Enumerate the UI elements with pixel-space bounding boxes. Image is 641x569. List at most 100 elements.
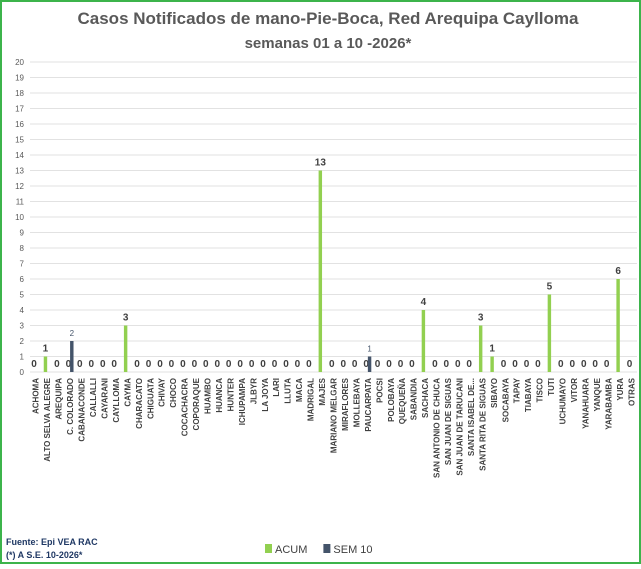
x-tick-label: TAPAY	[513, 377, 522, 403]
bar	[478, 325, 483, 372]
data-label: 0	[398, 359, 404, 370]
data-label: 0	[214, 359, 220, 370]
data-label: 0	[111, 359, 117, 370]
x-tick-label: CHIVAY	[158, 377, 167, 407]
data-label: 0	[169, 359, 175, 370]
data-label: 0	[352, 359, 358, 370]
data-label: 0	[249, 359, 255, 370]
x-tick-label: MOLLEBAYA	[352, 378, 361, 427]
y-tick-label: 16	[15, 120, 24, 129]
x-tick-label: SIBAYO	[490, 378, 499, 408]
x-tick-label: SOCABAYA	[501, 378, 510, 423]
data-label: 0	[192, 359, 198, 370]
y-tick-label: 19	[15, 74, 24, 83]
data-label: 0	[306, 359, 312, 370]
bar	[123, 325, 128, 372]
x-tick-label: HUNTER	[226, 378, 235, 412]
data-label: 0	[512, 359, 518, 370]
x-tick-label: ACHOMA	[32, 378, 41, 414]
data-label: 0	[375, 359, 381, 370]
data-label: 0	[203, 359, 209, 370]
x-tick-label: YURA	[616, 378, 625, 401]
x-tick-label: QUEQUEÑA	[398, 378, 407, 424]
data-label: 0	[226, 359, 232, 370]
data-label: 0	[627, 359, 633, 370]
data-label: 0	[157, 359, 163, 370]
bar	[421, 310, 426, 372]
y-tick-label: 11	[16, 198, 25, 207]
bar	[318, 170, 323, 372]
x-tick-label: SAN JUAN DE TARUCANI	[455, 378, 464, 476]
x-tick-label: CAYLLOMA	[112, 378, 121, 423]
y-tick-label: 18	[15, 89, 24, 98]
chart-title: Casos Notificados de mano-Pie-Boca, Red …	[78, 9, 580, 28]
data-label: 0	[260, 359, 266, 370]
data-label: 0	[466, 359, 472, 370]
x-tick-label: COCACHACRA	[181, 378, 190, 436]
y-tick-label: 5	[20, 291, 25, 300]
legend-label: ACUM	[275, 544, 307, 556]
x-tick-label: ALTO SELVA ALEGRE	[43, 377, 52, 461]
data-label: 0	[535, 359, 541, 370]
note: (*) A S.E. 10-2026*	[6, 550, 83, 560]
x-tick-label: YANAHUARA	[581, 378, 590, 429]
bar	[490, 356, 494, 372]
x-tick-label: PAUCARPATA	[364, 378, 373, 432]
bar	[70, 341, 74, 372]
data-label: 0	[581, 359, 587, 370]
x-tick-label: CHOCO	[169, 378, 178, 408]
x-tick-label: MADRIGAL	[307, 378, 316, 421]
data-label: 3	[478, 313, 484, 324]
data-label: 1	[43, 344, 49, 355]
data-label: 0	[100, 359, 106, 370]
y-tick-label: 20	[15, 58, 24, 67]
x-tick-label: LLUTA	[284, 378, 293, 404]
legend-swatch	[323, 544, 331, 553]
y-tick-label: 10	[15, 213, 24, 222]
data-label: 0	[558, 359, 564, 370]
data-label: 4	[421, 297, 427, 308]
x-tick-label: YARABAMBA	[604, 378, 613, 430]
y-tick-label: 12	[15, 182, 24, 191]
data-label: 0	[363, 359, 369, 370]
x-tick-label: MACA	[295, 378, 304, 402]
data-label: 0	[592, 359, 598, 370]
y-tick-label: 3	[20, 322, 25, 331]
source: Fuente: Epi VEA RAC	[6, 537, 98, 547]
x-tick-label: MARIANO MELGAR	[330, 378, 339, 453]
x-tick-label: C. COLORADO	[66, 378, 75, 435]
x-tick-label: COPORAQUE	[192, 377, 201, 430]
data-label: 6	[615, 266, 621, 277]
bar	[43, 356, 48, 372]
x-tick-label: SAN JUAN DE SIGUAS	[444, 377, 453, 465]
data-label: 3	[123, 313, 129, 324]
y-tick-label: 13	[15, 167, 24, 176]
x-tick-label: SANTA ISABEL DE...	[467, 378, 476, 456]
data-label: 0	[134, 359, 140, 370]
bar	[547, 294, 552, 372]
x-tick-label: LARI	[272, 378, 281, 397]
y-tick-label: 2	[20, 337, 25, 346]
legend-label: SEM 10	[333, 544, 372, 556]
x-tick-label: OTRAS	[627, 377, 636, 406]
data-label: 0	[604, 359, 610, 370]
x-tick-label: SANTA RITA DE SIGUAS	[478, 377, 487, 471]
x-tick-label: LA JOYA	[261, 378, 270, 412]
x-tick-label: TIABAYA	[524, 378, 533, 412]
x-tick-label: POCSI	[375, 378, 384, 403]
data-label: 0	[146, 359, 152, 370]
data-label: 0	[501, 359, 507, 370]
x-tick-label: TUTI	[547, 378, 556, 396]
data-label: 0	[432, 359, 438, 370]
data-label: 0	[283, 359, 289, 370]
y-tick-label: 4	[20, 306, 25, 315]
bar	[367, 356, 372, 372]
data-label: 13	[315, 158, 327, 169]
data-label: 5	[547, 282, 553, 293]
data-label: 0	[295, 359, 301, 370]
data-label: 0	[329, 359, 335, 370]
x-tick-label: SABANDIA	[410, 378, 419, 420]
x-tick-label: CAYARANI	[100, 378, 109, 419]
